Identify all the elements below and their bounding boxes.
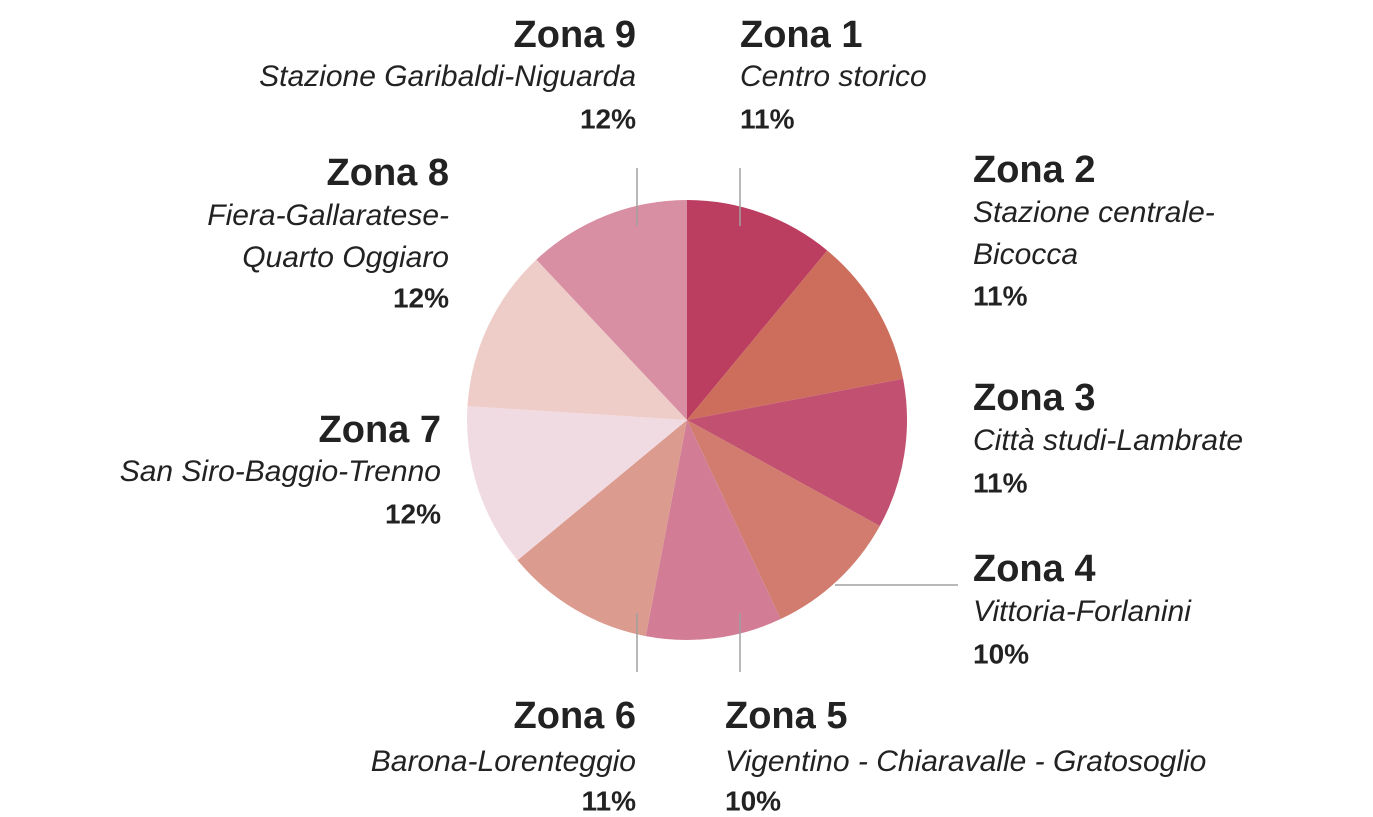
slice-title: Zona 4	[973, 548, 1095, 590]
slice-description: Stazione centrale-	[973, 196, 1215, 229]
pie-slice	[687, 200, 828, 420]
pie-slice	[517, 420, 687, 637]
pie-slice	[687, 250, 904, 420]
leader-lines	[636, 168, 958, 672]
pie-slice	[536, 200, 687, 420]
slice-value-label: 12%	[580, 103, 636, 134]
slice-description: Stazione Garibaldi-Niguarda	[259, 60, 636, 93]
slice-description: Città studi-Lambrate	[973, 424, 1243, 457]
slice-title: Zona 5	[725, 695, 847, 737]
slice-value-label: 12%	[393, 282, 449, 313]
pie-slice	[645, 420, 781, 640]
slice-value-label: 12%	[385, 498, 441, 529]
slice-value-label: 11%	[740, 103, 795, 134]
slice-value-label: 11%	[973, 467, 1028, 498]
slice-description: Quarto Oggiaro	[242, 241, 449, 274]
slice-description: Fiera-Gallaratese-	[207, 199, 449, 232]
slice-value-label: 11%	[582, 785, 637, 816]
slice-description: Centro storico	[740, 60, 927, 93]
slice-title: Zona 3	[973, 377, 1095, 419]
slice-value-label: 10%	[725, 785, 781, 816]
slice-title: Zona 6	[514, 695, 636, 737]
slice-description: Vigentino - Chiaravalle - Gratosoglio	[725, 745, 1206, 778]
slice-description: Barona-Lorenteggio	[371, 745, 636, 778]
pie-slice	[466, 406, 687, 561]
slice-title: Zona 2	[973, 149, 1095, 191]
slice-description: San Siro-Baggio-Trenno	[120, 455, 441, 488]
slice-value-label: 10%	[973, 638, 1029, 669]
pie	[466, 200, 908, 640]
pie-slice	[467, 259, 687, 420]
pie-slice	[687, 420, 880, 620]
slice-value-label: 11%	[973, 280, 1028, 311]
slice-description: Vittoria-Forlanini	[973, 595, 1192, 628]
slice-title: Zona 9	[514, 14, 636, 56]
labels: Zona 1 Centro storico 11% Zona 2 Stazione ce…	[120, 14, 1243, 816]
slice-description: Bicocca	[973, 238, 1078, 271]
slice-title: Zona 7	[319, 409, 441, 451]
slice-title: Zona 8	[327, 152, 449, 194]
slice-title: Zona 1	[740, 14, 862, 56]
pie-slice	[687, 378, 908, 526]
